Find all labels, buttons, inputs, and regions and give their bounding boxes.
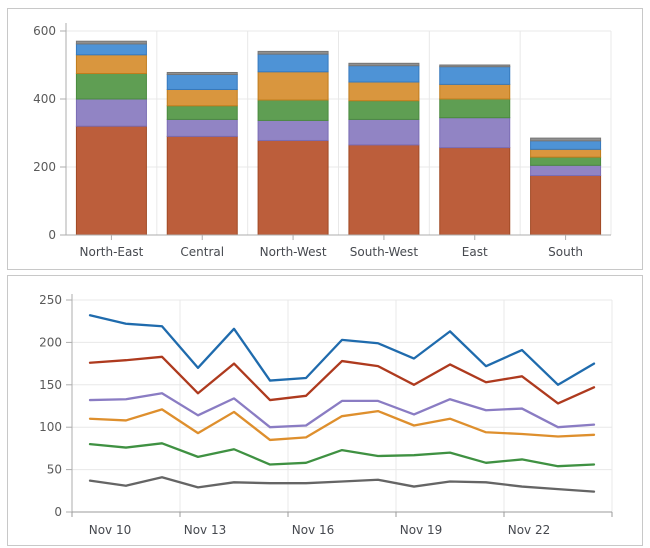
bar-segment-series-1-sienna-North-East[interactable]: [75, 125, 147, 236]
line-chart-panel: 0 50 100 150 200 250 Nov 10 Nov 13 Nov 16 Nov 19 N…: [7, 275, 643, 546]
bar-segment-series-1-sienna-South-West[interactable]: [348, 144, 420, 236]
bar-segment-series-4-orange-Central[interactable]: [166, 88, 238, 107]
line-series-line-purple[interactable]: [88, 392, 596, 429]
line-series-line-gray[interactable]: [88, 476, 596, 493]
bar-segment-series-3-green-South[interactable]: [530, 156, 602, 166]
x-axis-label: Nov 16: [292, 523, 335, 537]
x-axis-label: Nov 10: [89, 523, 132, 537]
bar-segment-series-3-green-North-West[interactable]: [257, 99, 329, 121]
y-axis-label: 600: [33, 24, 56, 38]
line-chart: 0 50 100 150 200 250 Nov 10 Nov 13 Nov 16 Nov 19 N…: [39, 293, 613, 537]
bar-segment-series-5-blue-South[interactable]: [530, 140, 602, 150]
x-axis-label: East: [462, 245, 488, 259]
bar-segment-series-3-green-North-East[interactable]: [75, 73, 147, 100]
line-series-line-orange[interactable]: [88, 408, 596, 442]
bar-segment-series-1-sienna-South[interactable]: [530, 175, 602, 236]
x-axis-label: Nov 22: [508, 523, 551, 537]
bar-segment-series-2-purple-East[interactable]: [439, 117, 511, 149]
y-axis-label: 50: [47, 463, 62, 477]
bar-segment-series-6-gray-North-East[interactable]: [75, 40, 147, 45]
y-axis-label: 200: [39, 335, 62, 349]
y-axis-label: 150: [39, 378, 62, 392]
bar-segment-series-3-green-East[interactable]: [439, 98, 511, 119]
bar-segment-series-3-green-South-West[interactable]: [348, 100, 420, 120]
bar-segment-series-4-orange-North-West[interactable]: [257, 71, 329, 101]
bar-segment-series-5-blue-Central[interactable]: [166, 74, 238, 90]
x-axis-label: North-East: [80, 245, 144, 259]
bar-segment-series-5-blue-North-East[interactable]: [75, 43, 147, 56]
bar-segment-series-1-sienna-Central[interactable]: [166, 135, 238, 236]
line-series-line-red[interactable]: [88, 355, 596, 405]
bar-segment-series-2-purple-South[interactable]: [530, 164, 602, 177]
x-axis-label: Nov 19: [400, 523, 443, 537]
y-axis-label: 200: [33, 160, 56, 174]
stacked-bar-chart-panel: 0 200 400 600 North-East Central North-West Sou…: [7, 8, 643, 270]
y-axis-label: 0: [48, 228, 56, 242]
bar-segment-series-5-blue-North-West[interactable]: [257, 53, 329, 73]
bar-segment-series-6-gray-North-West[interactable]: [257, 50, 329, 55]
bar-segment-series-6-gray-South-West[interactable]: [348, 62, 420, 67]
bar-segment-series-6-gray-South[interactable]: [530, 137, 602, 142]
bar-segment-series-1-sienna-North-West[interactable]: [257, 139, 329, 236]
bar-segment-series-1-sienna-East[interactable]: [439, 147, 511, 236]
line-series-line-green[interactable]: [88, 442, 596, 468]
bar-segment-series-2-purple-South-West[interactable]: [348, 118, 420, 146]
y-axis-label: 250: [39, 293, 62, 307]
bar-segment-series-3-green-Central[interactable]: [166, 105, 238, 120]
x-axis-label: Nov 13: [184, 523, 227, 537]
x-axis-label: North-West: [260, 245, 327, 259]
bar-segment-series-4-orange-South[interactable]: [530, 148, 602, 158]
x-axis-label: South-West: [350, 245, 419, 259]
bar-segment-series-6-gray-East[interactable]: [439, 64, 511, 68]
y-axis-label: 0: [54, 505, 62, 519]
y-axis-label: 400: [33, 92, 56, 106]
bar-segment-series-2-purple-North-East[interactable]: [75, 98, 147, 127]
bar-segment-series-4-orange-East[interactable]: [439, 83, 511, 100]
bar-segment-series-5-blue-East[interactable]: [439, 66, 511, 85]
bar-segment-series-2-purple-Central[interactable]: [166, 118, 238, 137]
line-series-line-blue[interactable]: [88, 314, 596, 386]
bar-segment-series-4-orange-South-West[interactable]: [348, 81, 420, 102]
y-axis-label: 100: [39, 420, 62, 434]
x-axis-label: Central: [180, 245, 224, 259]
stacked-bar-chart: 0 200 400 600 North-East Central North-West Sou…: [33, 23, 612, 259]
bar-segment-series-4-orange-North-East[interactable]: [75, 54, 147, 74]
bar-segment-series-5-blue-South-West[interactable]: [348, 65, 420, 83]
bar-segment-series-6-gray-Central[interactable]: [166, 71, 238, 76]
bar-segment-series-2-purple-North-West[interactable]: [257, 119, 329, 141]
x-axis-label: South: [548, 245, 583, 259]
